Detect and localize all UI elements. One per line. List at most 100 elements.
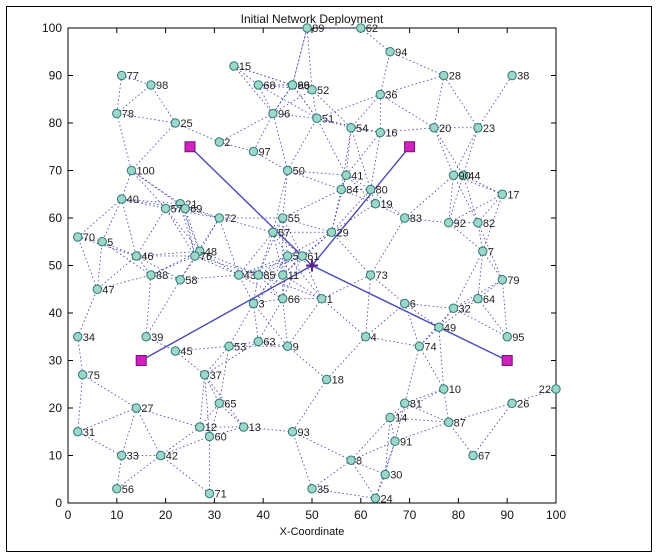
neighbor-edge (165, 208, 196, 257)
neighbor-edge (77, 236, 98, 290)
sensor-node (131, 403, 142, 413)
neighbor-edge (131, 170, 166, 209)
node-label: 6 (410, 299, 416, 311)
node-label: 96 (278, 109, 290, 121)
sensor-node (497, 189, 508, 199)
sensor-node (73, 232, 83, 242)
sink-link-layer (140, 146, 508, 362)
neighbor-edge (272, 84, 293, 114)
sensor-node (204, 431, 215, 442)
sink-node (501, 355, 513, 366)
neighbor-edge (131, 170, 186, 209)
sensor-node (321, 374, 332, 385)
sensor-node (278, 270, 288, 280)
neighbor-edge (438, 327, 445, 390)
sensor-node (375, 89, 386, 100)
neighbor-edge (145, 274, 152, 337)
node-label: 42 (166, 451, 178, 463)
neighbor-edge (218, 217, 240, 276)
neighbor-edge (389, 51, 444, 76)
sensor-node (253, 80, 264, 90)
neighbor-edge (331, 203, 376, 233)
neighbor-edge (136, 250, 200, 257)
node-label: 95 (512, 332, 524, 344)
node-label: 64 (483, 294, 495, 306)
sensor-node (180, 203, 190, 214)
sensor-node (287, 80, 298, 90)
neighbor-edge (257, 232, 274, 276)
sensor-node (248, 146, 259, 157)
neighbor-edge (394, 403, 406, 442)
neighbor-edge (136, 255, 181, 281)
sensor-node (365, 184, 376, 195)
node-label: 53 (234, 341, 246, 353)
y-tick-label: 70 (49, 164, 63, 178)
neighbor-edge (253, 274, 259, 304)
sensor-node (248, 298, 259, 309)
node-label: 78 (122, 109, 134, 121)
neighbor-edge (253, 298, 283, 304)
neighbor-edge (448, 175, 464, 223)
sensor-node (170, 346, 181, 356)
sensor-node (116, 194, 127, 204)
neighbor-edge (350, 417, 391, 461)
x-tick-label: 50 (305, 508, 319, 522)
neighbor-edge (175, 345, 230, 352)
x-tick-label: 30 (208, 508, 222, 522)
node-label: 63 (263, 337, 275, 349)
sensor-node (116, 450, 127, 461)
neighbor-edge (419, 307, 454, 347)
node-label: 11 (288, 270, 299, 282)
sensor-node (287, 427, 298, 437)
node-label: 61 (307, 251, 319, 263)
x-axis-label: X-Coordinate (280, 526, 345, 538)
sensor-node (146, 270, 156, 280)
neighbor-edge (340, 127, 352, 190)
sensor-node (307, 85, 317, 95)
node-label: 24 (380, 493, 392, 505)
neighbor-edge (321, 274, 371, 300)
neighbor-edge (380, 127, 435, 133)
neighbor-edge (258, 341, 288, 347)
node-label: 60 (215, 432, 227, 444)
neighbor-edge (135, 208, 166, 257)
neighbor-edge (311, 459, 352, 490)
neighbor-edge (77, 289, 98, 337)
sink-node (184, 141, 196, 153)
sensor-node (497, 275, 508, 285)
x-tick-label: 80 (452, 508, 466, 522)
neighbor-edge (404, 303, 440, 328)
neighbor-edge (258, 274, 283, 300)
sensor-node (156, 450, 166, 461)
sensor-node (439, 384, 449, 394)
node-label: 10 (449, 384, 461, 396)
sensor-node (297, 251, 307, 261)
sensor-node (278, 294, 288, 304)
node-label: 32 (459, 303, 471, 315)
neighbor-edge (204, 341, 259, 376)
neighbor-edge (419, 346, 445, 390)
neighbor-edge (184, 208, 196, 257)
neighbor-edge (311, 89, 352, 129)
neighbor-edge (282, 298, 288, 347)
neighbor-edge (501, 279, 508, 337)
base-station-center (309, 263, 315, 268)
sensor-node (434, 322, 444, 332)
node-label: 93 (297, 427, 309, 439)
sensor-node (253, 270, 264, 280)
neighbor-edge (194, 255, 259, 276)
neighbor-edge (272, 217, 284, 233)
neighbor-edge (404, 174, 454, 219)
neighbor-edge (116, 84, 152, 114)
y-tick-label: 100 (42, 21, 62, 35)
x-tick-label: 60 (354, 508, 368, 522)
node-label: 30 (390, 470, 402, 482)
sensor-node (473, 218, 483, 228)
neighbor-edge (253, 303, 288, 347)
sensor-node (131, 251, 142, 261)
node-label: 17 (507, 189, 519, 201)
neighbor-edge (243, 426, 293, 433)
node-label: 44 (468, 170, 480, 182)
neighbor-edge (165, 208, 220, 219)
sensor-node (214, 137, 224, 147)
